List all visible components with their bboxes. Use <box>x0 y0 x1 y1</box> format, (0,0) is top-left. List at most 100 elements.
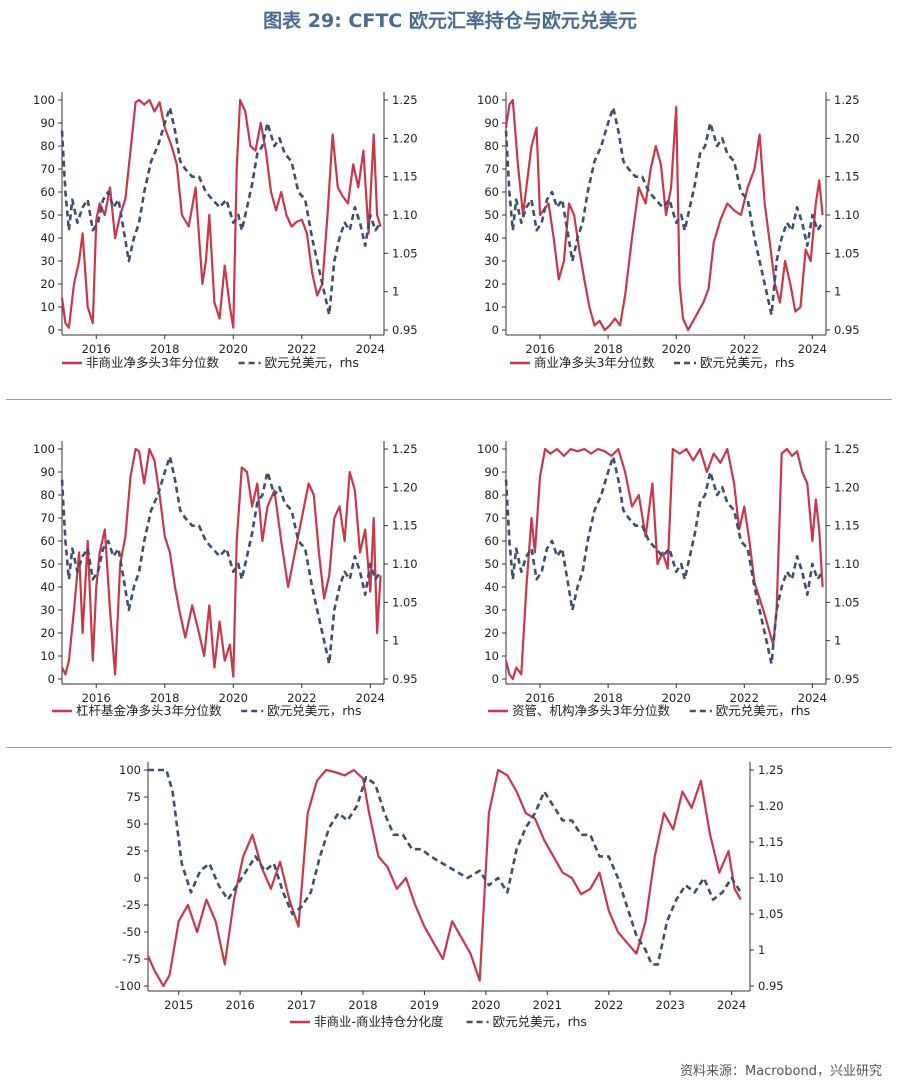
right-tick-label: 1.10 <box>834 208 860 222</box>
right-tick-label: 0.95 <box>392 323 418 337</box>
right-tick-label: 1.20 <box>834 480 860 494</box>
left-tick-label: 90 <box>40 116 55 130</box>
left-tick-label: 100 <box>119 763 141 777</box>
left-tick-label: 90 <box>40 465 55 479</box>
eurusd-series-line <box>60 106 382 317</box>
source-note: 资料来源：Macrobond，兴业研究 <box>679 1064 882 1079</box>
left-tick-label: 0 <box>492 323 499 337</box>
right-tick-label: 1.25 <box>392 93 418 107</box>
positioning-series-line <box>60 98 382 329</box>
right-tick-label: 0.95 <box>392 672 418 686</box>
right-tick-label: 1.05 <box>834 246 860 260</box>
right-tick-label: 1 <box>758 943 765 957</box>
right-tick-label: 0.95 <box>758 979 784 993</box>
x-tick-label: 2024 <box>717 998 746 1012</box>
left-tick-label: 50 <box>484 208 499 222</box>
legend-label: 欧元兑美元，rhs <box>265 355 359 370</box>
left-tick-label: 60 <box>40 185 55 199</box>
left-tick-label: 90 <box>484 465 499 479</box>
x-tick-label: 2022 <box>287 342 316 356</box>
right-tick-label: 1.10 <box>392 557 418 571</box>
right-tick-label: 1.10 <box>758 871 784 885</box>
left-tick-label: 60 <box>40 534 55 548</box>
right-tick-label: 1 <box>834 634 841 648</box>
right-tick-label: 1.05 <box>758 907 784 921</box>
right-tick-label: 1.25 <box>834 442 860 456</box>
left-tick-label: 50 <box>40 557 55 571</box>
left-tick-label: 70 <box>40 511 55 525</box>
left-tick-label: 80 <box>484 488 499 502</box>
left-tick-label: 20 <box>484 277 499 291</box>
left-tick-label: 30 <box>40 603 55 617</box>
right-tick-label: 0.95 <box>834 672 860 686</box>
left-tick-label: 25 <box>126 844 141 858</box>
left-tick-label: 75 <box>126 790 141 804</box>
positioning-series-line <box>504 98 824 332</box>
x-tick-label: 2024 <box>356 342 385 356</box>
right-tick-label: 1.20 <box>392 131 418 145</box>
right-tick-label: 1 <box>392 634 399 648</box>
left-tick-label: 60 <box>484 185 499 199</box>
left-tick-label: 30 <box>484 254 499 268</box>
eurusd-series-line <box>60 455 382 666</box>
right-tick-label: 1 <box>834 285 841 299</box>
x-tick-label: 2016 <box>226 998 255 1012</box>
x-tick-label: 2016 <box>525 342 554 356</box>
x-tick-label: 2020 <box>662 342 691 356</box>
left-tick-label: 50 <box>40 208 55 222</box>
left-tick-label: 100 <box>477 93 499 107</box>
legend-label: 欧元兑美元，rhs <box>700 355 794 370</box>
x-tick-label: 2020 <box>219 342 248 356</box>
x-tick-label: 2020 <box>471 998 500 1012</box>
left-tick-label: 10 <box>484 649 499 663</box>
x-tick-label: 2024 <box>356 691 385 705</box>
x-tick-label: 2015 <box>164 998 193 1012</box>
right-tick-label: 1.15 <box>834 519 860 533</box>
right-tick-label: 1.25 <box>834 93 860 107</box>
right-tick-label: 1.05 <box>834 595 860 609</box>
x-tick-label: 2018 <box>150 691 179 705</box>
legend-label: 资管、机构净多头3年分位数 <box>512 703 670 718</box>
left-tick-label: 70 <box>484 511 499 525</box>
left-tick-label: 20 <box>484 626 499 640</box>
x-tick-label: 2018 <box>593 691 622 705</box>
figure-title: 图表 29: CFTC 欧元汇率持仓与欧元兑美元 <box>263 10 637 32</box>
x-tick-label: 2018 <box>150 342 179 356</box>
x-tick-label: 2022 <box>594 998 623 1012</box>
x-tick-label: 2021 <box>533 998 562 1012</box>
positioning-series-line <box>504 447 824 681</box>
x-tick-label: 2022 <box>730 342 759 356</box>
left-tick-label: -100 <box>115 979 141 993</box>
legend-label: 欧元兑美元，rhs <box>493 1014 587 1029</box>
legend-label: 非商业-商业持仓分化度 <box>314 1014 444 1029</box>
x-tick-label: 2022 <box>730 691 759 705</box>
x-tick-label: 2018 <box>348 998 377 1012</box>
left-tick-label: 80 <box>40 488 55 502</box>
left-tick-label: 50 <box>484 557 499 571</box>
left-tick-label: 0 <box>48 672 55 686</box>
right-tick-label: 1 <box>392 285 399 299</box>
left-tick-label: 10 <box>484 300 499 314</box>
left-tick-label: -75 <box>122 952 141 966</box>
right-tick-label: 1.10 <box>392 208 418 222</box>
left-tick-label: -25 <box>122 898 141 912</box>
legend-label: 欧元兑美元，rhs <box>267 703 361 718</box>
left-tick-label: 100 <box>477 442 499 456</box>
eurusd-series-line <box>504 455 824 666</box>
right-tick-label: 1.05 <box>392 246 418 260</box>
left-tick-label: 20 <box>40 277 55 291</box>
right-tick-label: 1.15 <box>392 519 418 533</box>
legend-label: 非商业净多头3年分位数 <box>86 355 219 370</box>
positioning-series-line <box>61 447 382 678</box>
right-tick-label: 1.15 <box>758 835 784 849</box>
x-tick-label: 2016 <box>525 691 554 705</box>
right-tick-label: 0.95 <box>834 323 860 337</box>
x-tick-label: 2024 <box>798 691 827 705</box>
left-tick-label: 20 <box>40 626 55 640</box>
x-tick-label: 2018 <box>593 342 622 356</box>
eurusd-series-line <box>504 106 824 317</box>
left-tick-label: 40 <box>484 580 499 594</box>
left-tick-label: 10 <box>40 649 55 663</box>
x-tick-label: 2016 <box>82 691 111 705</box>
